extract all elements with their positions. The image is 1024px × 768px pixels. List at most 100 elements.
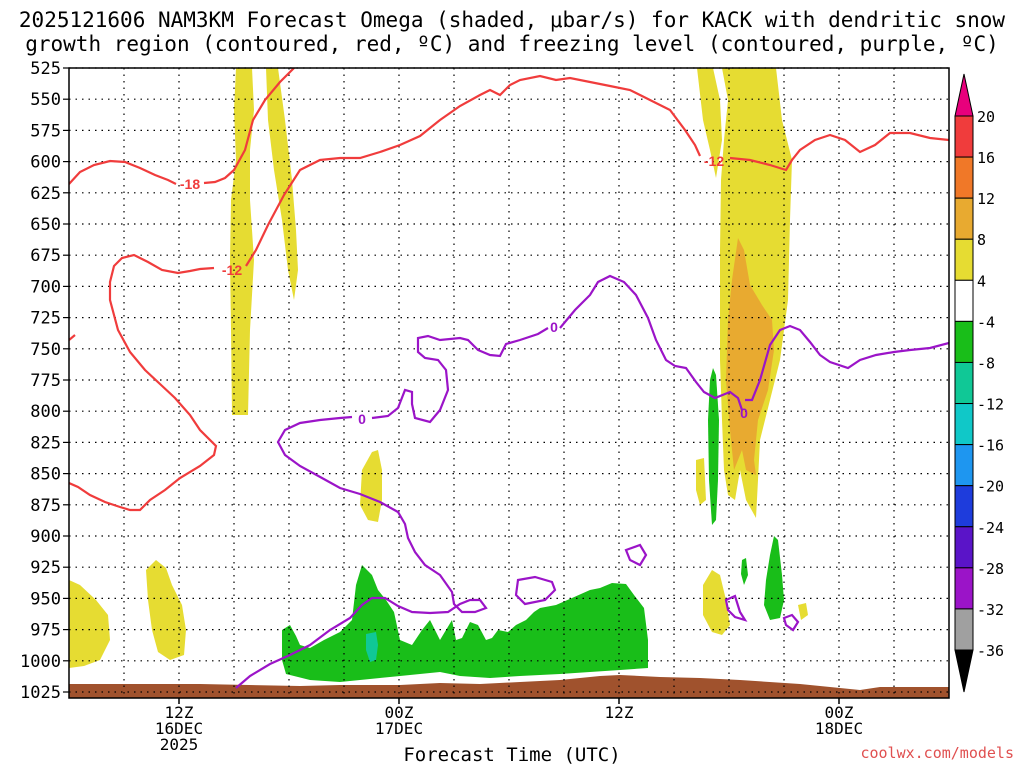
red-contour-minus12 <box>69 74 949 512</box>
colorbar-bottom-arrow <box>954 649 974 693</box>
colorbar-band <box>954 115 974 158</box>
y-tick-label: 725 <box>30 309 61 329</box>
colorbar-band <box>954 485 974 528</box>
colorbar-label: -24 <box>977 519 1004 537</box>
y-tick-label: 700 <box>30 277 61 297</box>
contour-labels: -18 -12 -12 0 0 0 <box>180 153 748 427</box>
colorbar-label: -16 <box>977 437 1004 455</box>
purple-contour-freezing-main <box>235 274 949 689</box>
colorbar-band <box>954 526 974 569</box>
omega-shade-yellow-4 <box>697 68 722 178</box>
gridlines <box>69 67 949 698</box>
y-tick-label: 775 <box>30 371 61 391</box>
x-tick-label: 00Z <box>825 703 854 722</box>
x-tick-label: 2025 <box>160 735 199 754</box>
colorbar-label: 20 <box>977 108 995 126</box>
colorbar-top-arrow <box>954 73 974 117</box>
y-tick-label: 850 <box>30 465 61 485</box>
y-tick-label: 550 <box>30 90 61 110</box>
colorbar-band <box>954 361 974 405</box>
chart-title-line-1: 2025121606 NAM3KM Forecast Omega (shaded… <box>18 8 1006 32</box>
omega-shading <box>69 68 808 682</box>
y-tick-label: 525 <box>30 59 61 79</box>
y-tick-label: 900 <box>30 527 61 547</box>
label-minus12-b: -12 <box>704 153 724 169</box>
purple-contours <box>235 274 949 689</box>
colorbar-band <box>954 403 974 446</box>
colorbar-label: -36 <box>977 642 1004 660</box>
colorbar-label: 12 <box>977 190 995 208</box>
x-tick-label: 16DEC <box>155 719 203 738</box>
y-tick-label: 600 <box>30 153 61 173</box>
omega-shade-green-2 <box>708 368 719 525</box>
colorbar-label: -12 <box>977 396 1004 414</box>
red-contours <box>69 68 949 512</box>
omega-shade-teal-1 <box>366 632 378 662</box>
colorbar-label: -4 <box>977 313 995 331</box>
omega-shade-green-3 <box>764 536 784 620</box>
purple-contour-closed-3 <box>724 594 748 622</box>
x-axis-title: Forecast Time (UTC) <box>403 744 621 766</box>
label-zero-b: 0 <box>550 319 558 335</box>
label-minus18: -18 <box>180 176 200 192</box>
omega-shade-yellow-6 <box>696 458 706 505</box>
x-tick-label: 18DEC <box>815 719 863 738</box>
y-tick-label: 950 <box>30 589 61 609</box>
y-tick-label: 675 <box>30 246 61 266</box>
colorbar-label: -20 <box>977 478 1004 496</box>
label-zero-a: 0 <box>358 411 366 427</box>
y-tick-label: 750 <box>30 340 61 360</box>
omega-shade-yellow-8 <box>146 560 186 660</box>
y-tick-label: 650 <box>30 215 61 235</box>
colorbar-band <box>954 444 974 487</box>
purple-contour-closed-2 <box>514 575 557 606</box>
colorbar-band <box>954 608 974 651</box>
y-tick-label: 625 <box>30 184 61 204</box>
plot-area <box>69 68 949 698</box>
label-minus12-a: -12 <box>222 262 242 278</box>
plot-frame <box>68 67 950 699</box>
y-tick-label: 1025 <box>20 683 61 703</box>
x-tick-label: 00Z <box>385 703 414 722</box>
y-tick-label: 575 <box>30 121 61 141</box>
colorbar-label: -32 <box>977 601 1004 619</box>
x-tick-label: 12Z <box>165 703 194 722</box>
omega-shade-yellow-10 <box>798 603 808 620</box>
omega-shade-yellow-3 <box>360 450 382 522</box>
omega-shade-yellow-9 <box>703 570 730 635</box>
omega-shade-green-4 <box>741 558 748 585</box>
y-tick-label: 925 <box>30 558 61 578</box>
colorbar-label: 8 <box>977 231 986 249</box>
omega-shade-yellow-7 <box>69 580 110 668</box>
colorbar: 20 16 12 8 4 -4 -8 -12 -16 -20 -24 -28 -32 -36 <box>954 73 1004 693</box>
colorbar-band <box>954 238 974 281</box>
omega-shade-yellow-2 <box>266 68 298 300</box>
colorbar-label: 16 <box>977 149 995 167</box>
colorbar-label: -28 <box>977 560 1004 578</box>
y-axis: 525 550 575 600 625 650 675 700 725 750 775 800 825 8… <box>20 59 69 703</box>
colorbar-band <box>954 567 974 610</box>
colorbar-label: 4 <box>977 272 986 290</box>
label-zero-c: 0 <box>740 405 748 421</box>
purple-contour-closed-4 <box>782 613 800 632</box>
purple-contour-closed-1 <box>624 543 648 567</box>
x-tick-label: 12Z <box>605 703 634 722</box>
colorbar-label: -8 <box>977 354 995 372</box>
y-tick-label: 1000 <box>20 652 61 672</box>
colorbar-band <box>954 320 974 363</box>
colorbar-band <box>954 279 974 322</box>
red-contour-minus18 <box>69 68 295 185</box>
x-tick-label: 17DEC <box>375 719 423 738</box>
colorbar-band <box>954 197 974 240</box>
chart-title-line-2: growth region (contoured, red, ºC) and f… <box>25 32 999 56</box>
colorbar-band <box>954 156 974 199</box>
y-tick-label: 975 <box>30 621 61 641</box>
y-tick-label: 825 <box>30 433 61 453</box>
omega-shade-orange-1 <box>726 238 774 475</box>
omega-shade-yellow-1 <box>230 68 254 415</box>
credit-text[interactable]: coolwx.com/models <box>860 744 1014 762</box>
y-tick-label: 875 <box>30 496 61 516</box>
y-tick-label: 800 <box>30 402 61 422</box>
